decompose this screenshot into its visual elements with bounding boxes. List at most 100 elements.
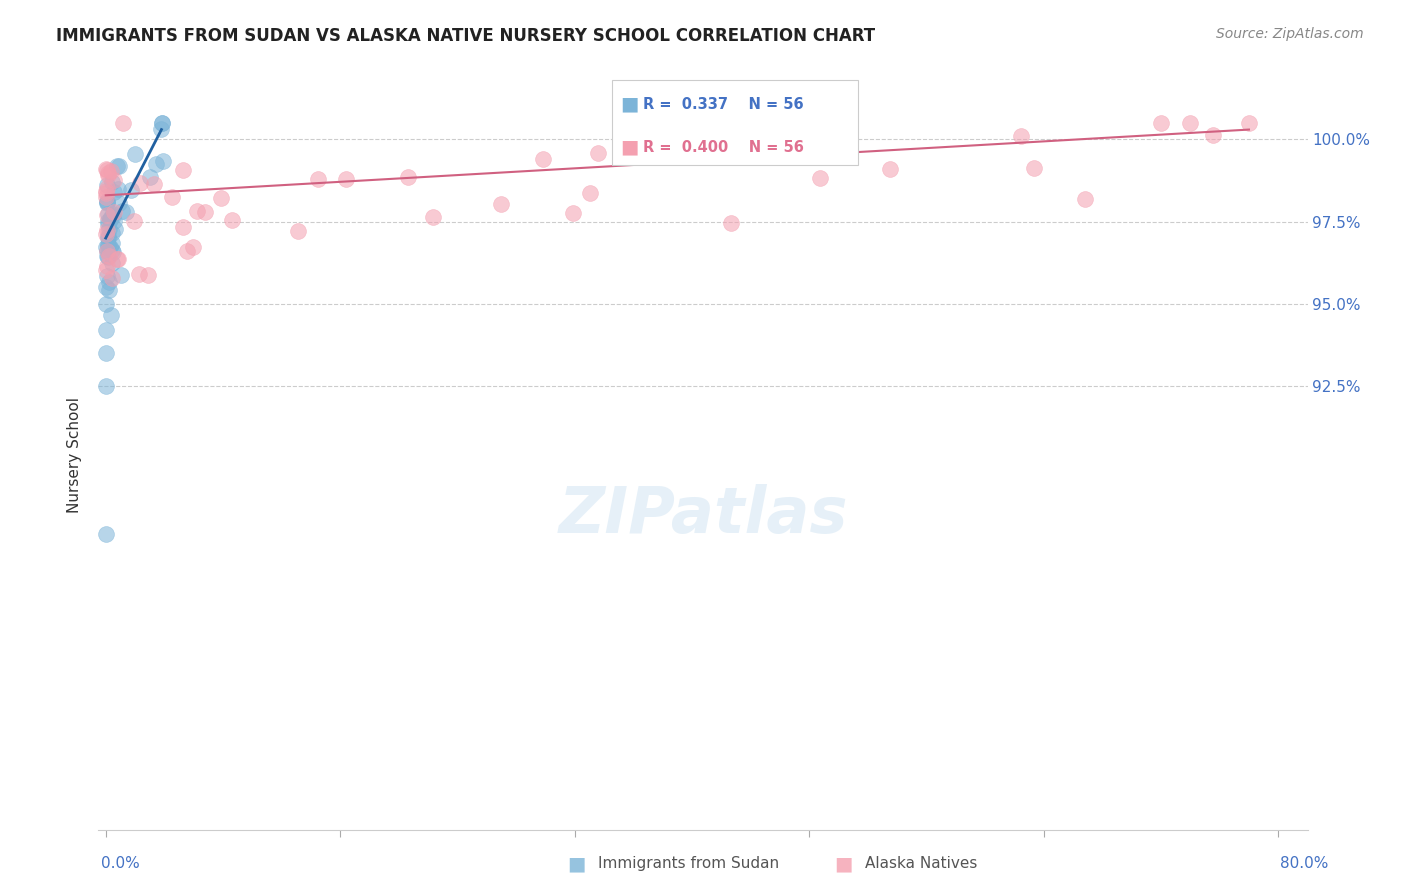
Point: [101, 209, 124, 223]
Point: [96, 249, 118, 263]
Text: ■: ■: [620, 95, 638, 114]
Point: [94, 227, 117, 242]
Point: [105, 252, 128, 266]
Text: ZIPatlas: ZIPatlas: [558, 483, 848, 546]
Point: [96, 195, 118, 210]
Point: [101, 207, 124, 221]
Point: [142, 178, 165, 192]
Point: [335, 172, 357, 186]
Point: [94, 186, 117, 200]
Point: [160, 189, 183, 203]
Point: [94, 323, 117, 337]
Point: [100, 210, 122, 224]
Point: [808, 170, 831, 185]
Point: [94, 262, 117, 277]
Text: 80.0%: 80.0%: [1281, 856, 1329, 871]
Point: [96, 194, 118, 209]
Point: [97, 236, 120, 251]
Point: [97, 250, 120, 264]
Point: [103, 172, 125, 186]
Point: [96, 181, 118, 195]
Point: [1237, 116, 1260, 130]
Point: [176, 244, 198, 259]
Point: [128, 176, 150, 190]
Point: [221, 213, 243, 227]
Point: [104, 222, 127, 236]
Point: [194, 205, 217, 219]
Point: [586, 145, 609, 160]
Point: [101, 256, 124, 270]
Point: [124, 147, 146, 161]
Point: [489, 197, 512, 211]
Point: [96, 167, 118, 181]
Point: [94, 162, 117, 177]
Point: [1201, 128, 1223, 142]
Point: [103, 214, 125, 228]
Point: [101, 175, 124, 189]
Point: [720, 216, 742, 230]
Point: [1073, 192, 1095, 206]
Point: [105, 159, 128, 173]
Point: [1022, 161, 1045, 175]
Point: [120, 183, 142, 197]
Point: [396, 169, 419, 184]
Point: [115, 204, 138, 219]
Point: [101, 226, 124, 240]
Point: [94, 346, 117, 360]
Point: [103, 186, 125, 200]
Point: [111, 116, 134, 130]
Point: [172, 219, 194, 234]
Point: [287, 224, 309, 238]
Point: [96, 268, 118, 283]
Point: [96, 222, 118, 236]
Point: [96, 244, 118, 259]
Point: [533, 152, 555, 166]
Point: [98, 249, 121, 263]
Point: [97, 229, 120, 244]
Point: [97, 217, 120, 231]
Point: [1011, 128, 1033, 143]
Point: [108, 159, 131, 173]
Point: [100, 308, 122, 322]
Point: [97, 214, 120, 228]
Point: [98, 221, 121, 235]
Point: [209, 191, 232, 205]
Point: [152, 154, 174, 169]
Text: ■: ■: [620, 137, 638, 157]
Point: [96, 178, 118, 193]
Point: [186, 203, 208, 218]
Point: [103, 245, 125, 260]
Point: [98, 239, 121, 253]
Point: [1149, 116, 1171, 130]
Text: Immigrants from Sudan: Immigrants from Sudan: [598, 856, 779, 871]
Point: [145, 157, 167, 171]
Point: [94, 379, 117, 393]
Text: ■: ■: [567, 854, 586, 873]
Point: [107, 182, 129, 196]
Point: [96, 163, 118, 178]
Point: [150, 116, 173, 130]
Point: [94, 184, 117, 198]
Point: [96, 190, 118, 204]
Point: [307, 172, 329, 186]
Point: [122, 214, 145, 228]
Point: [97, 207, 120, 221]
Point: [138, 169, 160, 184]
Point: [96, 240, 118, 254]
Text: 0.0%: 0.0%: [101, 856, 141, 871]
Point: [96, 280, 118, 294]
Point: [96, 196, 118, 211]
Point: [94, 526, 117, 541]
Point: [97, 168, 120, 182]
Text: IMMIGRANTS FROM SUDAN VS ALASKA NATIVE NURSERY SCHOOL CORRELATION CHART: IMMIGRANTS FROM SUDAN VS ALASKA NATIVE N…: [56, 27, 876, 45]
Point: [97, 239, 120, 253]
Point: [98, 213, 121, 227]
Text: R =  0.337    N = 56: R = 0.337 N = 56: [643, 97, 803, 112]
Point: [150, 116, 173, 130]
Text: ■: ■: [834, 854, 853, 873]
Text: R =  0.400    N = 56: R = 0.400 N = 56: [643, 140, 803, 154]
Text: Alaska Natives: Alaska Natives: [865, 856, 977, 871]
Point: [879, 161, 901, 176]
Point: [103, 205, 125, 219]
Point: [107, 252, 129, 266]
